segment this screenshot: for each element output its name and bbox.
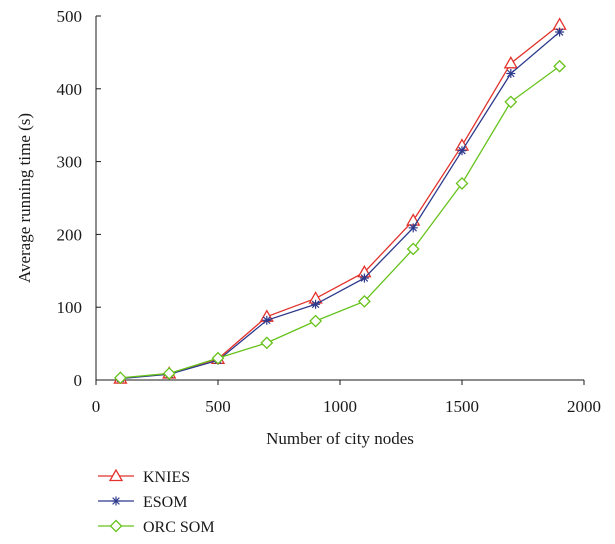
tick-marks: 0 500 1000 1500 2000 0 100 200 300 400 500 (57, 7, 602, 416)
legend-marker (109, 519, 123, 533)
y-tick-label: 300 (57, 153, 83, 172)
legend-item-knies: KNIES (98, 468, 190, 486)
x-tick-label: 500 (205, 397, 231, 416)
data-point-esom (262, 315, 272, 325)
data-point-orc-som (113, 371, 127, 385)
data-point-orc-som (211, 351, 225, 365)
data-point-esom (506, 69, 516, 79)
series-line-orc-som (120, 65, 560, 379)
series-line-knies (120, 24, 561, 380)
data-point-orc-som (406, 242, 420, 256)
legend-item-orc-som: ORC SOM (98, 519, 215, 536)
data-point-orc-som (553, 59, 567, 73)
legend-label: ORC SOM (143, 519, 215, 536)
data-point-orc-som (309, 314, 323, 328)
x-tick-label: 1500 (445, 397, 479, 416)
data-point-orc-som (260, 336, 274, 350)
x-tick-label: 1000 (323, 397, 357, 416)
y-tick-label: 200 (57, 225, 83, 244)
series-line-esom (120, 31, 561, 380)
y-tick-label: 500 (57, 7, 83, 26)
data-point-esom (457, 146, 467, 156)
data-point-orc-som (162, 367, 176, 380)
y-axis-label: Average running time (s) (15, 113, 34, 283)
data-point-esom (555, 27, 565, 37)
y-tick-label: 400 (57, 80, 83, 99)
legend-marker (111, 496, 121, 506)
x-axis-label: Number of city nodes (266, 429, 414, 448)
legend-item-esom: ESOM (98, 494, 187, 511)
data-point-knies (503, 56, 518, 69)
legend-marker (108, 468, 124, 482)
y-tick-label: 100 (57, 298, 83, 317)
data-point-orc-som (357, 294, 371, 308)
data-point-esom (311, 299, 321, 309)
data-point-esom (408, 223, 418, 233)
data-point-orc-som (504, 95, 518, 109)
data-point-esom (359, 273, 369, 283)
legend: KNIES ESOM ORC SOM (98, 468, 215, 536)
x-tick-label: 2000 (567, 397, 601, 416)
y-tick-label: 0 (74, 371, 83, 390)
plot-area (113, 17, 567, 385)
legend-label: KNIES (143, 469, 190, 486)
legend-label: ESOM (143, 494, 187, 511)
data-point-orc-som (455, 177, 469, 190)
x-tick-label: 0 (92, 397, 101, 416)
